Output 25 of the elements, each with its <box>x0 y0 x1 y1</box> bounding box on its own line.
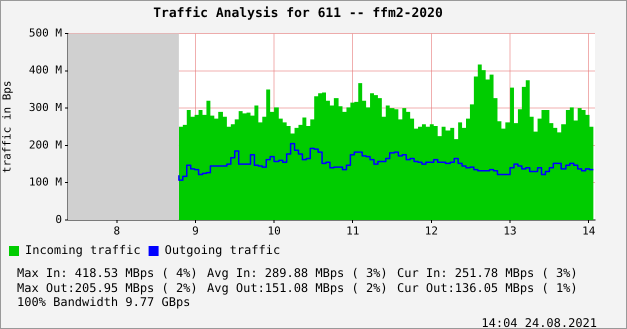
text: Max Out:205.95 MBps ( 2%) <box>17 280 199 295</box>
y-tick-label: 400 M <box>28 64 62 77</box>
x-tick-label: 9 <box>192 224 199 238</box>
text: Avg Out:151.08 MBps ( 2%) <box>207 280 389 295</box>
y-tick-label: 500 M <box>28 26 62 40</box>
text: Cur Out:136.05 MBps ( 1%) <box>397 280 579 295</box>
legend-label: Incoming traffic <box>25 243 141 258</box>
x-tick-label: 10 <box>267 224 281 238</box>
y-tick-label: 0 <box>55 212 62 226</box>
x-tick-label: 12 <box>424 224 438 238</box>
x-tick-label: 8 <box>113 224 120 238</box>
text: Max In: 418.53 MBps ( 4%) <box>17 266 199 280</box>
legend-label: Outgoing traffic <box>164 243 280 258</box>
y-axis-title: traffic in Bps <box>0 80 14 174</box>
text: 100% Bandwidth 9.77 GBps <box>17 295 192 310</box>
x-tick-label: 13 <box>503 224 517 238</box>
y-tick-label: 200 M <box>28 138 62 152</box>
chart-title: Traffic Analysis for 611 -- ffm2-2020 <box>153 6 443 22</box>
y-tick-label: 300 M <box>28 101 62 114</box>
x-tick-label: 14 <box>582 224 596 238</box>
text: Avg In: 289.88 MBps ( 3%) <box>207 266 389 280</box>
y-tick-label: 100 M <box>28 176 62 189</box>
x-tick-label: 11 <box>346 224 360 238</box>
text: 14:04 24.08.2021 <box>480 316 598 329</box>
text: Cur In: 251.78 MBps ( 3%) <box>397 266 579 280</box>
